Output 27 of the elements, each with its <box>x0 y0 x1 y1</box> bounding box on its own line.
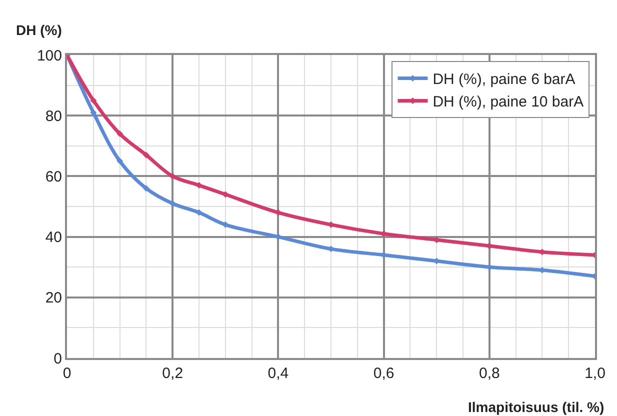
y-axis-title: DH (%) <box>16 22 62 38</box>
point <box>116 130 124 138</box>
x-tick-label: 0,2 <box>162 365 184 382</box>
point <box>90 109 97 116</box>
point <box>90 97 97 104</box>
point <box>196 182 202 189</box>
point <box>142 185 150 192</box>
x-tick-label: 0,6 <box>373 365 394 382</box>
y-tick-label: 40 <box>45 229 62 246</box>
x-tick-label: 1,0 <box>584 365 606 382</box>
point <box>222 221 229 228</box>
legend-label: DH (%), paine 10 barA <box>432 94 584 111</box>
point <box>116 158 124 164</box>
point <box>142 152 150 158</box>
y-tick-label: 20 <box>45 290 62 307</box>
x-tick-label: 0,4 <box>268 365 289 382</box>
point <box>169 200 176 207</box>
y-tick-label: 0 <box>54 350 62 368</box>
y-tick-label: 80 <box>45 108 62 125</box>
y-tick-label: 100 <box>36 47 62 64</box>
legend-label: DH (%), paine 6 barA <box>432 71 576 88</box>
point <box>169 172 176 180</box>
point <box>222 191 229 198</box>
x-axis-title: Ilmapitoisuus (til. %) <box>468 399 604 415</box>
x-tick-label: 0,8 <box>478 365 500 382</box>
point <box>196 209 202 216</box>
y-tick-label: 60 <box>45 168 62 186</box>
